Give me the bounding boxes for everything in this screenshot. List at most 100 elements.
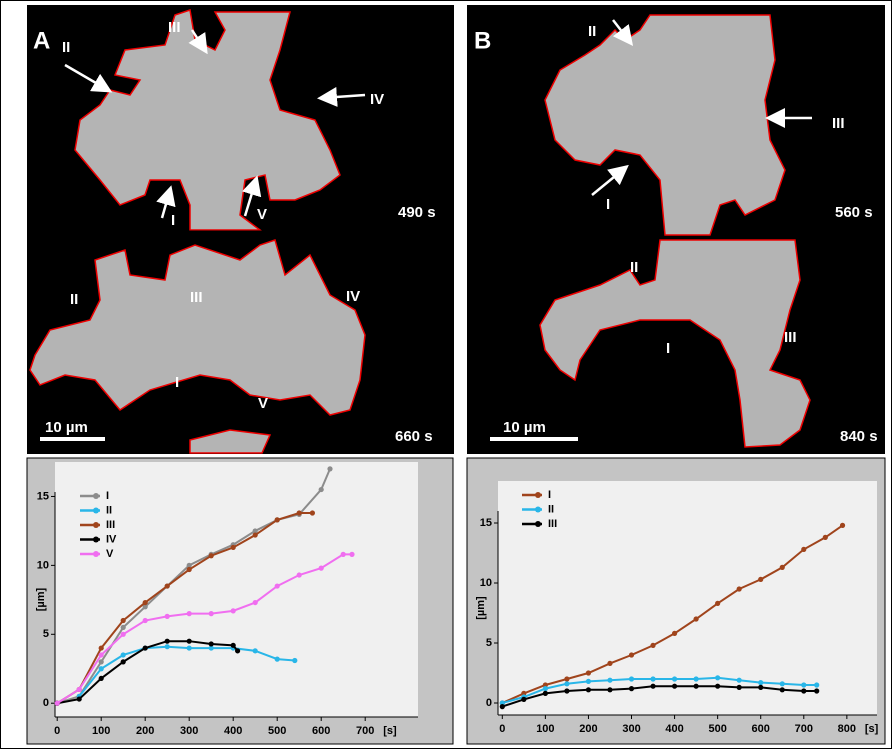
- data-point: [99, 666, 104, 671]
- legend-marker: [93, 508, 99, 514]
- data-point: [814, 682, 819, 687]
- data-point: [77, 696, 82, 701]
- data-point: [629, 686, 634, 691]
- data-point: [543, 691, 548, 696]
- scale-bar: [40, 437, 105, 441]
- x-tick-label: 0: [499, 723, 505, 735]
- data-point: [99, 652, 104, 657]
- scale-bar: [490, 437, 578, 441]
- legend-label: III: [548, 518, 557, 530]
- data-point: [780, 681, 785, 686]
- legend-label: I: [548, 489, 551, 501]
- data-point: [564, 681, 569, 686]
- data-point: [77, 687, 82, 692]
- data-point: [758, 680, 763, 685]
- data-point: [715, 684, 720, 689]
- data-point: [586, 670, 591, 675]
- annotation: V: [257, 206, 267, 223]
- data-point: [564, 688, 569, 693]
- time-label: 490 s: [398, 204, 436, 221]
- data-point: [801, 547, 806, 552]
- data-point: [275, 583, 280, 588]
- data-point: [297, 572, 302, 577]
- legend-label: III: [106, 519, 115, 531]
- legend-label: V: [106, 548, 114, 560]
- y-tick-label: 10: [480, 577, 492, 589]
- data-point: [607, 678, 612, 683]
- legend-label: II: [106, 504, 112, 516]
- data-point: [586, 679, 591, 684]
- x-tick-label: 300: [180, 725, 198, 737]
- legend-marker: [535, 492, 541, 498]
- data-point: [672, 631, 677, 636]
- data-point: [629, 652, 634, 657]
- y-tick-label: 5: [486, 637, 492, 649]
- data-point: [55, 701, 60, 706]
- annotation: I: [171, 212, 175, 229]
- data-point: [780, 687, 785, 692]
- legend-marker: [93, 551, 99, 557]
- data-point: [737, 678, 742, 683]
- data-point: [349, 552, 354, 557]
- data-point: [586, 687, 591, 692]
- data-point: [319, 566, 324, 571]
- legend-marker: [93, 522, 99, 528]
- data-point: [327, 466, 332, 471]
- data-point: [737, 685, 742, 690]
- data-point: [672, 684, 677, 689]
- annotation: I: [666, 340, 670, 357]
- scale-bar-label: 10 µm: [503, 419, 546, 436]
- x-tick-label: 0: [54, 725, 60, 737]
- x-tick-label: 500: [708, 723, 726, 735]
- data-point: [694, 616, 699, 621]
- data-point: [121, 652, 126, 657]
- data-point: [650, 643, 655, 648]
- annotation: I: [606, 196, 610, 213]
- data-point: [694, 676, 699, 681]
- data-point: [275, 657, 280, 662]
- x-tick-label: 500: [268, 725, 286, 737]
- legend-label: II: [548, 503, 554, 515]
- data-point: [607, 661, 612, 666]
- x-axis-label: [s]: [383, 725, 397, 737]
- y-tick-label: 0: [43, 697, 49, 709]
- data-point: [758, 577, 763, 582]
- data-point: [209, 611, 214, 616]
- legend-marker: [535, 521, 541, 527]
- annotation: II: [588, 23, 596, 40]
- plot-area: [55, 462, 418, 717]
- data-point: [235, 648, 240, 653]
- time-label: 560 s: [835, 204, 873, 221]
- y-tick-label: 0: [486, 697, 492, 709]
- data-point: [780, 565, 785, 570]
- data-point: [209, 641, 214, 646]
- data-point: [758, 685, 763, 690]
- data-point: [121, 632, 126, 637]
- panel-label: A: [33, 27, 50, 54]
- data-point: [694, 684, 699, 689]
- data-point: [121, 618, 126, 623]
- y-axis-label: [µm]: [35, 587, 47, 611]
- data-point: [231, 643, 236, 648]
- data-point: [292, 658, 297, 663]
- data-point: [165, 583, 170, 588]
- figure: A II III IV I V 490 s II III IV I V 10 µ…: [0, 0, 892, 749]
- annotation: IV: [346, 288, 360, 305]
- x-tick-label: 600: [312, 725, 330, 737]
- x-tick-label: 300: [622, 723, 640, 735]
- annotation: III: [832, 115, 845, 132]
- annotation: II: [630, 259, 638, 276]
- data-point: [165, 614, 170, 619]
- data-point: [253, 600, 258, 605]
- x-tick-label: 200: [579, 723, 597, 735]
- y-tick-label: 15: [480, 517, 492, 529]
- data-point: [823, 535, 828, 540]
- data-point: [297, 510, 302, 515]
- data-point: [187, 639, 192, 644]
- data-point: [143, 600, 148, 605]
- data-point: [607, 687, 612, 692]
- data-point: [715, 601, 720, 606]
- x-axis-label: [s]: [865, 723, 879, 735]
- data-point: [650, 684, 655, 689]
- legend-marker: [93, 537, 99, 543]
